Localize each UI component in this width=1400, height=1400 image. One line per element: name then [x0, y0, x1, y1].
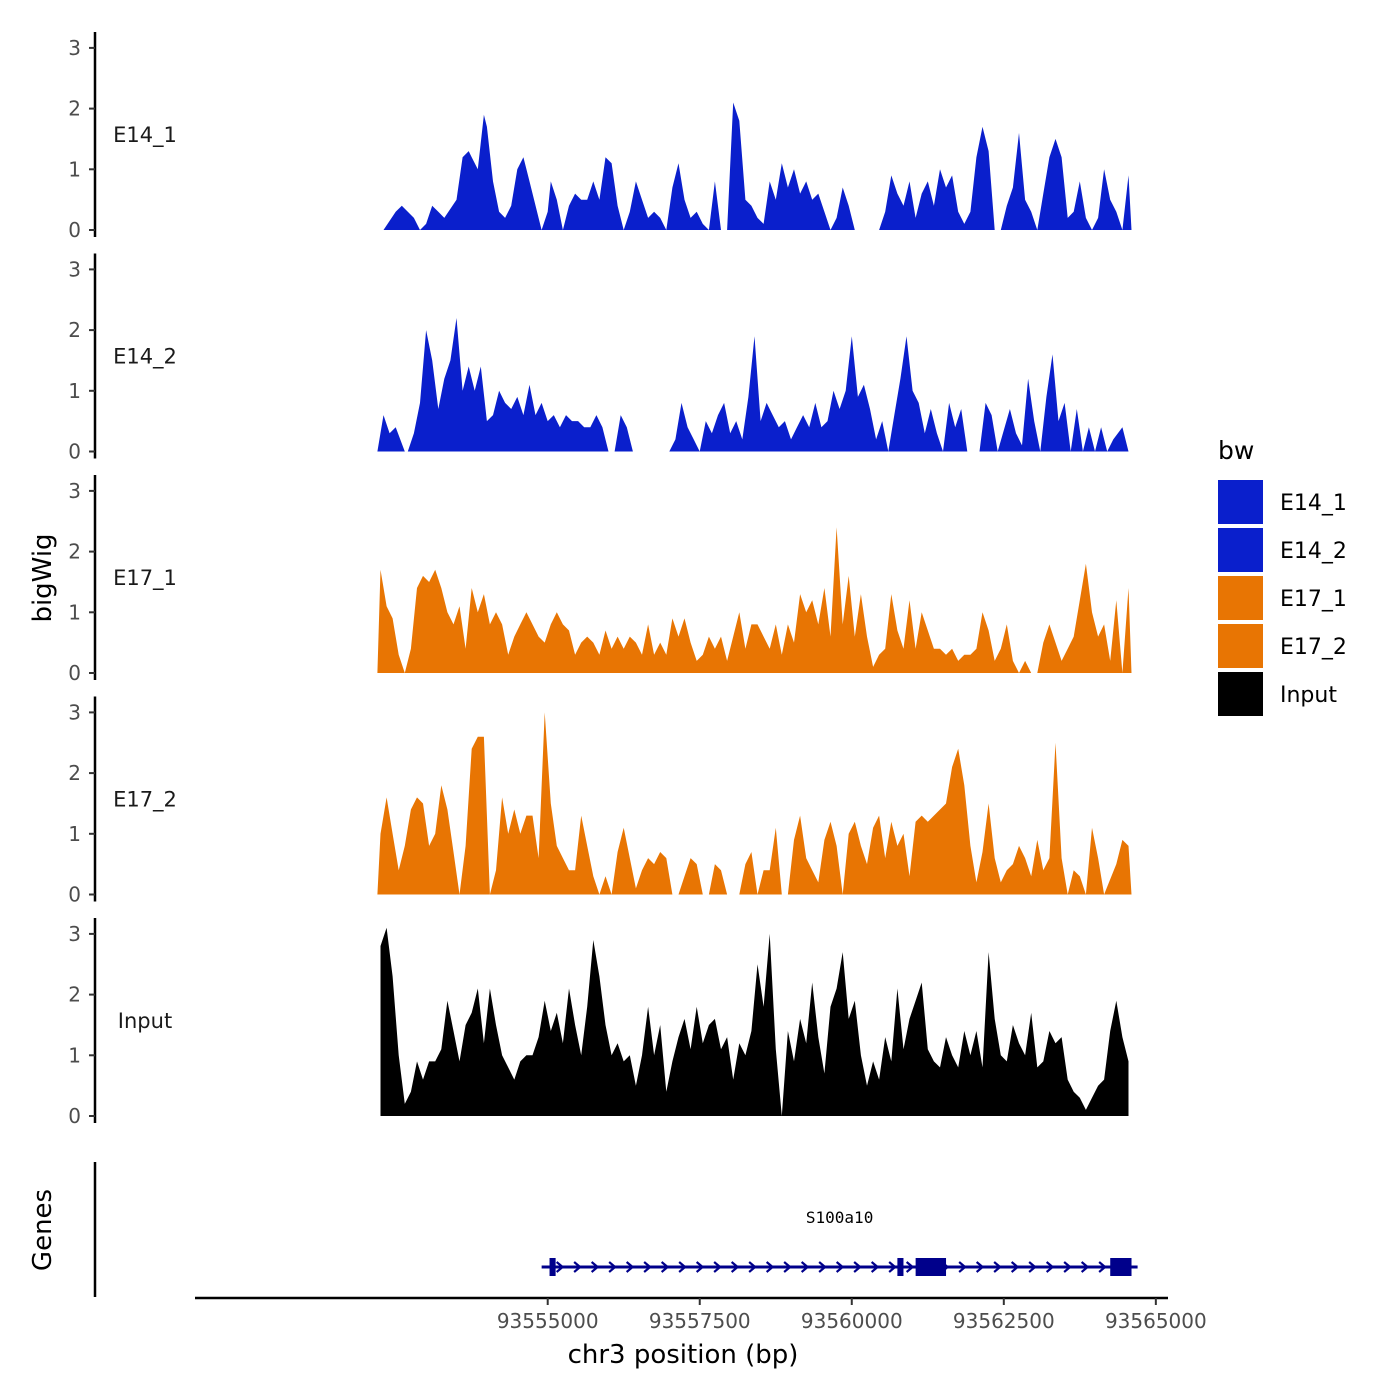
strand-arrow: [1063, 1261, 1072, 1273]
coverage-area-E17_2: [377, 712, 1132, 895]
x-tick-label: 93565000: [1105, 1309, 1207, 1333]
strand-arrow: [1045, 1261, 1055, 1273]
strand-arrow: [765, 1261, 775, 1273]
y-tick-label: 3: [68, 257, 81, 281]
strand-arrow: [783, 1261, 792, 1273]
y-tick-label: 1: [68, 1043, 81, 1067]
track-label: E14_1: [113, 123, 177, 148]
strand-arrow: [555, 1261, 565, 1273]
strand-arrow: [905, 1261, 915, 1273]
strand-arrow: [975, 1261, 985, 1273]
strand-arrow: [730, 1261, 740, 1273]
strand-arrow: [870, 1261, 880, 1273]
gene-exon: [549, 1258, 556, 1276]
track-E14_1: 0 1 2 3 E14_1: [68, 32, 1132, 242]
y-tick-label: 1: [68, 379, 81, 403]
gene-exon: [897, 1258, 904, 1276]
x-tick-label: 93557500: [649, 1309, 751, 1333]
strand-arrow: [1028, 1261, 1037, 1273]
y-tick-label: 1: [68, 822, 81, 846]
x-axis-title: chr3 position (bp): [568, 1340, 799, 1370]
strand-arrow: [748, 1261, 757, 1273]
x-axis: 93555000 93557500 93560000 93562500 93565000: [195, 1296, 1207, 1333]
strand-arrow: [1010, 1261, 1020, 1273]
track-label: E17_1: [113, 566, 177, 591]
strand-arrow: [958, 1261, 967, 1273]
strand-arrow: [695, 1261, 705, 1273]
genes-panel: S100a10: [93, 1162, 1138, 1297]
legend-label-E14_1: E14_1: [1280, 491, 1347, 516]
track-label: E14_2: [113, 345, 177, 370]
strand-arrow: [608, 1261, 617, 1273]
coverage-area-E14_1: [383, 102, 1132, 230]
track-label: Input: [118, 1009, 172, 1033]
y-tick-label: 2: [68, 540, 81, 564]
x-tick-label: 93562500: [953, 1309, 1055, 1333]
strand-arrow: [590, 1261, 600, 1273]
strand-arrow: [625, 1261, 635, 1273]
track-E14_2: 0 1 2 3 E14_2: [68, 253, 1129, 464]
genes-panel-title: Genes: [28, 1189, 58, 1271]
legend-swatch-Input: [1218, 672, 1263, 716]
coverage-area-Input: [380, 927, 1129, 1116]
track-Input: 0 1 2 3 Input: [68, 918, 1129, 1128]
legend-label-E17_2: E17_2: [1280, 635, 1347, 660]
y-tick-label: 3: [68, 922, 81, 946]
y-tick-label: 3: [68, 479, 81, 503]
strand-arrow: [1098, 1261, 1107, 1273]
y-tick-label: 0: [68, 1104, 81, 1128]
strand-arrow: [713, 1261, 722, 1273]
strand-arrow: [1080, 1261, 1090, 1273]
legend-swatch-E14_1: [1218, 480, 1263, 524]
y-tick-label: 0: [68, 883, 81, 907]
y-tick-label: 2: [68, 983, 81, 1007]
tracks-layer: 0 1 2 3 E14_1 0 1 2 3 E14_2 0 1 2 3 E17_1 0 1 2 3 E17_2 0 1 2 3…: [68, 32, 1132, 1128]
coverage-area-E14_2: [377, 318, 1129, 452]
y-tick-label: 3: [68, 36, 81, 60]
gene-exon: [1110, 1258, 1132, 1276]
legend: bw E14_1 E14_2 E17_1 E17_2 Input: [1218, 436, 1347, 716]
y-tick-label: 2: [68, 97, 81, 121]
track-E17_1: 0 1 2 3 E17_1: [68, 475, 1132, 685]
legend-swatch-E17_1: [1218, 576, 1263, 620]
strand-arrow: [818, 1261, 827, 1273]
strand-arrow: [853, 1261, 862, 1273]
legend-label-E14_2: E14_2: [1280, 539, 1347, 564]
x-tick-label: 93560000: [801, 1309, 903, 1333]
strand-arrow: [888, 1261, 897, 1273]
gene-exon: [915, 1258, 947, 1276]
legend-swatch-E17_2: [1218, 624, 1263, 668]
strand-arrow: [678, 1261, 687, 1273]
y-tick-label: 3: [68, 700, 81, 724]
strand-arrow: [835, 1261, 845, 1273]
track-E17_2: 0 1 2 3 E17_2: [68, 696, 1132, 907]
y-tick-label: 2: [68, 318, 81, 342]
legend-title: bw: [1218, 436, 1254, 465]
legend-label-Input: Input: [1280, 683, 1337, 708]
y-tick-label: 1: [68, 600, 81, 624]
strand-arrow: [660, 1261, 670, 1273]
x-tick-label: 93555000: [497, 1309, 599, 1333]
strand-arrow: [643, 1261, 652, 1273]
y-tick-label: 0: [68, 661, 81, 685]
y-tick-label: 1: [68, 157, 81, 181]
gene-name-label: S100a10: [806, 1208, 873, 1227]
legend-label-E17_1: E17_1: [1280, 587, 1347, 612]
y-tick-label: 2: [68, 761, 81, 785]
track-label: E17_2: [113, 788, 177, 813]
y-tick-label: 0: [68, 440, 81, 464]
y-axis-title: bigWig: [28, 533, 58, 622]
strand-arrow: [573, 1261, 582, 1273]
legend-swatch-E14_2: [1218, 528, 1263, 572]
coverage-area-E17_1: [377, 527, 1132, 673]
strand-arrow: [993, 1261, 1002, 1273]
strand-arrow: [800, 1261, 810, 1273]
y-tick-label: 0: [68, 218, 81, 242]
